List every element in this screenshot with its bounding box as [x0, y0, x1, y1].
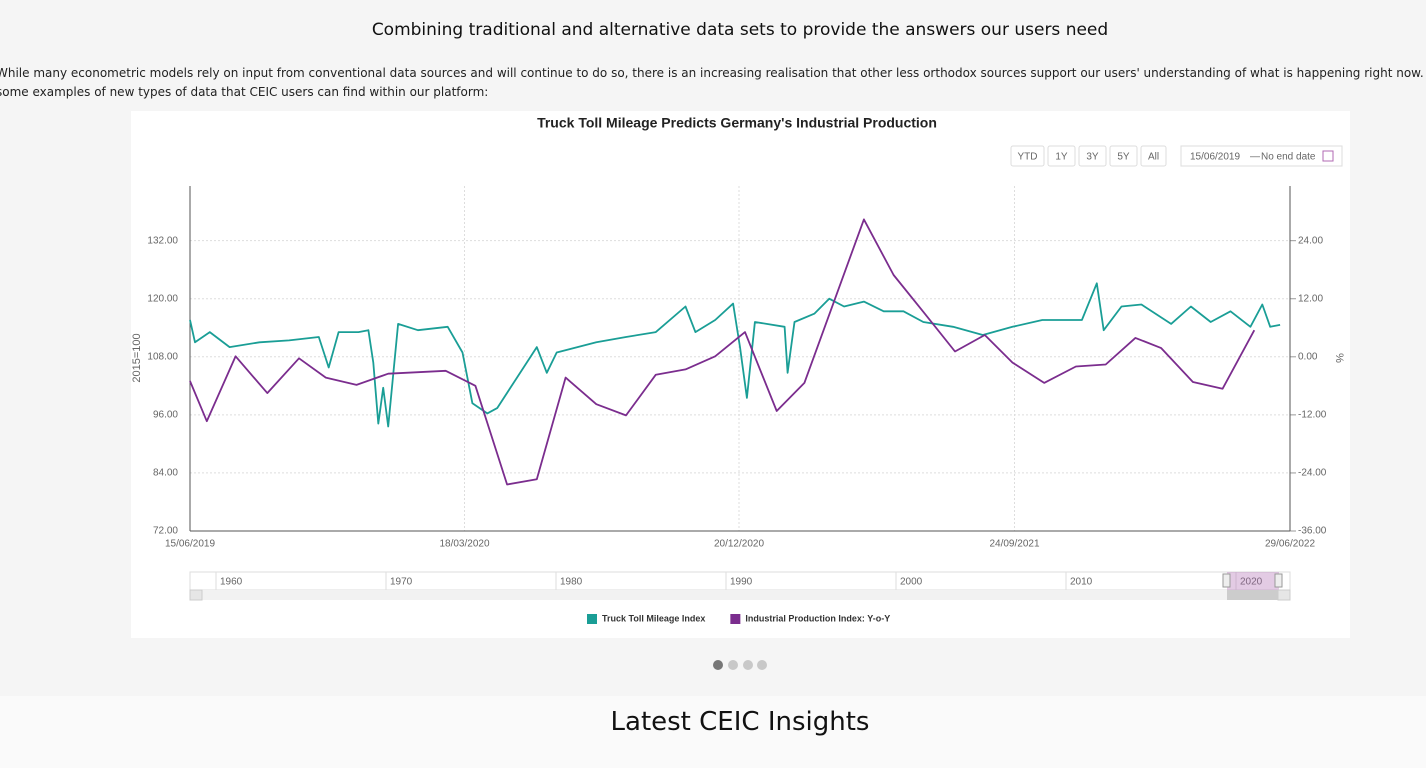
- scrollbar-right[interactable]: [1277, 589, 1291, 601]
- series-line: [189, 218, 1256, 486]
- y2-tick-label: -36.00: [1298, 526, 1327, 537]
- range-button[interactable]: [1010, 145, 1045, 167]
- calendar-icon[interactable]: [1322, 150, 1334, 162]
- y2-axis-title: %: [1333, 353, 1345, 363]
- range-button-label[interactable]: All: [1148, 152, 1159, 163]
- scrollbar-thumb[interactable]: [1227, 590, 1279, 600]
- chart-title: Truck Toll Mileage Predicts Germany's In…: [537, 115, 937, 131]
- legend-label[interactable]: Industrial Production Index: Y-o-Y: [745, 613, 890, 623]
- carousel-dot[interactable]: [728, 660, 738, 670]
- navigator-label: 1960: [220, 577, 243, 588]
- insights-heading: Latest CEIC Insights: [610, 707, 870, 737]
- section-heading: Combining traditional and alternative da…: [371, 20, 1109, 40]
- range-button[interactable]: [1109, 145, 1138, 167]
- navigator-handle[interactable]: [1222, 573, 1231, 588]
- y-tick-label: 84.00: [153, 468, 178, 479]
- navigator-label: 2000: [900, 577, 923, 588]
- range-button[interactable]: [1140, 145, 1167, 167]
- navigator-handle[interactable]: [1274, 573, 1283, 588]
- legend-swatch[interactable]: [587, 614, 597, 624]
- scrollbar-left[interactable]: [189, 589, 203, 601]
- navigator-label: 1970: [390, 577, 413, 588]
- date-to[interactable]: No end date: [1261, 152, 1316, 163]
- legend-label[interactable]: Truck Toll Mileage Index: [602, 613, 705, 623]
- y-tick-label: 108.00: [147, 351, 178, 362]
- y-tick-label: 96.00: [153, 410, 178, 421]
- date-separator: —: [1250, 152, 1260, 163]
- y-axis-title: 2015=100: [131, 333, 143, 382]
- range-button[interactable]: [1047, 145, 1076, 167]
- x-tick-label: 29/06/2022: [1265, 539, 1315, 550]
- range-button-label[interactable]: YTD: [1018, 152, 1038, 163]
- carousel-dot[interactable]: [713, 660, 723, 670]
- chart: Truck Toll Mileage Predicts Germany's In…: [131, 111, 1350, 638]
- x-tick-label: 20/12/2020: [714, 539, 764, 550]
- range-button-label[interactable]: 5Y: [1117, 152, 1130, 163]
- carousel-dot[interactable]: [757, 660, 767, 670]
- y2-tick-label: -24.00: [1298, 468, 1327, 479]
- legend-swatch[interactable]: [730, 614, 741, 624]
- y-tick-label: 132.00: [147, 235, 178, 246]
- x-tick-label: 15/06/2019: [165, 539, 215, 550]
- navigator-label: 1990: [730, 577, 753, 588]
- y2-tick-label: -12.00: [1298, 410, 1327, 421]
- y2-tick-label: 24.00: [1298, 235, 1323, 246]
- y2-tick-label: 0.00: [1298, 351, 1318, 362]
- range-button[interactable]: [1078, 145, 1107, 167]
- intro-paragraph: While many econometric models rely on in…: [0, 66, 1426, 99]
- navigator-selection[interactable]: [1227, 572, 1279, 590]
- navigator-label: 2020: [1240, 577, 1263, 588]
- navigator-label: 1980: [560, 577, 583, 588]
- x-tick-label: 24/09/2021: [989, 539, 1039, 550]
- date-range-input[interactable]: [1180, 145, 1343, 167]
- range-button-label[interactable]: 3Y: [1086, 152, 1099, 163]
- carousel-dot[interactable]: [743, 660, 753, 670]
- bottom-section: [0, 696, 1426, 768]
- y-tick-label: 72.00: [153, 526, 178, 537]
- range-button-label[interactable]: 1Y: [1055, 152, 1068, 163]
- series-line: [189, 282, 1281, 428]
- date-from[interactable]: 15/06/2019: [1190, 152, 1240, 163]
- scrollbar: [190, 590, 1290, 600]
- y-tick-label: 120.00: [147, 293, 178, 304]
- x-tick-label: 18/03/2020: [439, 539, 489, 550]
- navigator-label: 2010: [1070, 577, 1093, 588]
- y2-tick-label: 12.00: [1298, 293, 1323, 304]
